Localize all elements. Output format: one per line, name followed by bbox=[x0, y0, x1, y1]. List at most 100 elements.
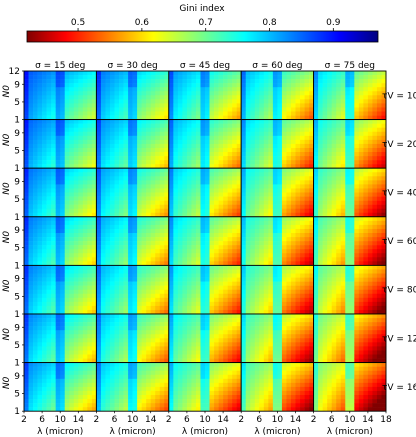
heatmap-cell bbox=[286, 196, 292, 201]
heatmap-cell bbox=[195, 123, 201, 128]
heatmap-cell bbox=[87, 107, 93, 112]
heatmap-cell bbox=[309, 135, 314, 141]
heatmap-cell bbox=[141, 265, 147, 270]
heatmap-cell bbox=[281, 164, 287, 169]
heatmap-panel bbox=[95, 70, 170, 121]
heatmap-cell bbox=[164, 188, 170, 193]
heatmap-cell bbox=[286, 156, 292, 161]
heatmap-cell bbox=[286, 228, 292, 234]
heatmap-cell bbox=[349, 305, 355, 311]
heatmap-cell bbox=[295, 107, 301, 112]
heatmap-cell bbox=[24, 314, 29, 319]
heatmap-cell bbox=[96, 289, 102, 295]
heatmap-cell bbox=[277, 176, 283, 181]
heatmap-cell bbox=[232, 115, 237, 120]
heatmap-cell bbox=[37, 309, 43, 315]
heatmap-cell bbox=[363, 216, 369, 222]
heatmap-cell bbox=[363, 147, 369, 153]
heatmap-cell bbox=[137, 293, 142, 299]
heatmap-cell bbox=[381, 204, 387, 209]
heatmap-cell bbox=[87, 184, 93, 189]
heatmap-cell bbox=[51, 261, 56, 266]
heatmap-cell bbox=[272, 204, 278, 209]
heatmap-cell bbox=[277, 107, 283, 112]
heatmap-cell bbox=[186, 152, 192, 157]
heatmap-cell bbox=[223, 87, 228, 92]
heatmap-cell bbox=[33, 301, 38, 307]
heatmap-cell bbox=[286, 184, 292, 189]
heatmap-cell bbox=[159, 143, 165, 149]
heatmap-cell bbox=[177, 91, 183, 96]
heatmap-cell bbox=[227, 107, 233, 112]
heatmap-cell bbox=[96, 123, 102, 128]
heatmap-cell bbox=[254, 127, 260, 133]
heatmap-cell bbox=[268, 220, 274, 226]
heatmap-panel bbox=[313, 119, 387, 169]
heatmap-cell bbox=[363, 297, 369, 303]
heatmap-cell bbox=[345, 79, 351, 84]
heatmap-cell bbox=[367, 196, 373, 201]
heatmap-cell bbox=[381, 156, 387, 161]
heatmap-cell bbox=[358, 253, 364, 258]
heatmap-cell bbox=[268, 176, 274, 181]
heatmap-cell bbox=[336, 79, 342, 84]
heatmap-cell bbox=[367, 168, 373, 173]
heatmap-cell bbox=[123, 143, 129, 149]
heatmap-cell bbox=[137, 309, 142, 315]
heatmap-cell bbox=[354, 91, 360, 96]
heatmap-cell bbox=[123, 172, 129, 177]
heatmap-cell bbox=[223, 233, 228, 238]
heatmap-cell bbox=[69, 212, 75, 218]
heatmap-cell bbox=[354, 208, 360, 214]
heatmap-cell bbox=[150, 228, 156, 234]
heatmap-cell bbox=[227, 269, 233, 274]
heatmap-cell bbox=[272, 257, 278, 262]
heatmap-cell bbox=[164, 305, 170, 311]
heatmap-cell bbox=[309, 143, 314, 149]
heatmap-cell bbox=[186, 176, 192, 181]
heatmap-cell bbox=[132, 91, 138, 96]
heatmap-cell bbox=[254, 273, 260, 278]
heatmap-cell bbox=[82, 75, 88, 80]
heatmap-cell bbox=[173, 212, 179, 218]
heatmap-cell bbox=[37, 87, 43, 92]
heatmap-cell bbox=[200, 253, 206, 258]
heatmap-cell bbox=[132, 123, 138, 128]
heatmap-cell bbox=[372, 75, 378, 80]
heatmap-cell bbox=[150, 265, 156, 270]
heatmap-cell bbox=[381, 75, 387, 80]
heatmap-cell bbox=[300, 103, 305, 108]
heatmap-cell bbox=[295, 212, 301, 218]
heatmap-cell bbox=[114, 212, 120, 218]
heatmap-cell bbox=[277, 305, 283, 311]
heatmap-cell bbox=[37, 237, 43, 242]
heatmap-cell bbox=[318, 107, 323, 112]
heatmap-cell bbox=[218, 249, 224, 254]
heatmap-cell bbox=[250, 123, 256, 128]
heatmap-cell bbox=[91, 107, 97, 112]
heatmap-cell bbox=[327, 87, 333, 92]
heatmap-cell bbox=[73, 196, 79, 201]
heatmap-cell bbox=[272, 216, 278, 222]
heatmap-cell bbox=[295, 261, 301, 266]
heatmap-cell bbox=[236, 301, 242, 307]
heatmap-cell bbox=[245, 233, 251, 238]
heatmap-cell bbox=[159, 289, 165, 295]
heatmap-cell bbox=[218, 172, 224, 177]
heatmap-cell bbox=[349, 245, 355, 250]
heatmap-cell bbox=[263, 269, 269, 274]
heatmap-cell bbox=[186, 103, 192, 108]
heatmap-cell bbox=[146, 196, 152, 201]
heatmap-cell bbox=[223, 192, 228, 197]
heatmap-cell bbox=[331, 200, 337, 205]
heatmap-cell bbox=[304, 192, 310, 197]
heatmap-cell bbox=[322, 99, 328, 104]
heatmap-cell bbox=[290, 249, 296, 254]
heatmap-cell bbox=[340, 168, 346, 173]
heatmap-cell bbox=[358, 160, 364, 165]
heatmap-cell bbox=[37, 111, 43, 116]
heatmap-cell bbox=[168, 241, 174, 246]
heatmap-cell bbox=[272, 301, 278, 307]
heatmap-cell bbox=[51, 289, 56, 295]
heatmap-cell bbox=[24, 99, 29, 104]
